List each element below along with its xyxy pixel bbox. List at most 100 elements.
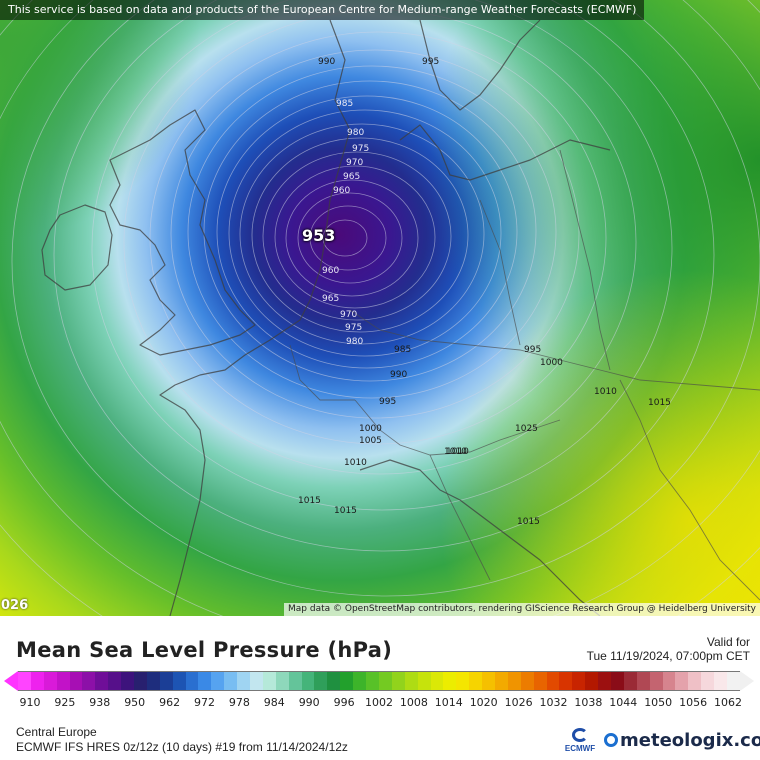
colorbar-tick-label: 984 [263, 696, 285, 709]
isobar-label: 990 [318, 57, 336, 67]
colorbar-swatch [43, 672, 57, 690]
colorbar-swatch [688, 672, 702, 690]
isobar-lines [0, 0, 760, 616]
great-britain-coast [109, 109, 256, 356]
colorbar-tick-label: 990 [298, 696, 320, 709]
isobar-label: 960 [322, 266, 340, 276]
colorbar-swatch [469, 672, 483, 690]
colorbar [18, 671, 740, 691]
meteologix-logo[interactable]: meteologix.com [604, 730, 760, 751]
colorbar-swatch [82, 672, 96, 690]
colorbar-swatch [714, 672, 727, 690]
colorbar-swatch [366, 672, 379, 690]
colorbar-swatch [726, 672, 740, 690]
region-label: Central Europe [16, 725, 97, 739]
colorbar-tick-label: 1050 [644, 696, 673, 709]
isobar-label: 985 [336, 99, 354, 109]
colorbar-tick-label: 1020 [469, 696, 498, 709]
colorbar-swatch [494, 672, 508, 690]
low-pressure-center-label: 953 [302, 226, 336, 245]
colorbar-swatch [675, 672, 689, 690]
isobar [262, 151, 452, 321]
isobar-label: 1000 [540, 358, 563, 368]
isobar-label: 990 [390, 370, 408, 380]
isobar-label: 980 [347, 128, 365, 138]
colorbar-swatch [327, 672, 341, 690]
isobar [203, 80, 537, 382]
colorbar-tick-label: 972 [194, 696, 215, 709]
meteologix-logo-icon [604, 733, 618, 747]
colorbar-swatch [185, 672, 199, 690]
colorbar-tick-label: 996 [333, 696, 355, 709]
osm-attribution: Map data © OpenStreetMap contributors, r… [284, 603, 760, 616]
border [289, 344, 355, 401]
colorbar-swatch [662, 672, 676, 690]
colorbar-min-arrow [4, 671, 18, 691]
isobar-label: 1015 [298, 496, 321, 506]
colorbar-swatch [353, 672, 367, 690]
isobar-label: 1025 [515, 424, 538, 434]
colorbar-max-arrow [740, 671, 754, 691]
colorbar-swatch [211, 672, 225, 690]
isobar-label: 1010 [344, 458, 367, 468]
colorbar-swatch [378, 672, 392, 690]
colorbar-swatch [546, 672, 560, 690]
colorbar-swatch [108, 672, 122, 690]
valid-time: Tue 11/19/2024, 07:00pm CET [586, 649, 750, 663]
country-borders [289, 149, 760, 601]
colorbar-swatch [572, 672, 586, 690]
isobar-label: 1010 [594, 387, 617, 397]
colorbar-tick-label: 910 [19, 696, 41, 709]
ireland-coast [41, 204, 113, 291]
border [429, 454, 491, 581]
colorbar-swatch [69, 672, 83, 690]
isobar [149, 31, 607, 445]
colorbar-tick-label: 1032 [539, 696, 568, 709]
colorbar-swatch [559, 672, 573, 690]
valid-label: Valid for [706, 635, 750, 649]
legend-title: Mean Sea Level Pressure (hPa) [16, 638, 393, 662]
border [354, 399, 561, 456]
isobar [170, 49, 580, 419]
colorbar-swatch [134, 672, 147, 690]
colorbar-swatch [610, 672, 624, 690]
map-corner-value: 026 [1, 598, 29, 613]
colorbar-swatch [314, 672, 328, 690]
colorbar-swatch [146, 672, 160, 690]
border [619, 379, 760, 601]
colorbar-tick-label: 1026 [504, 696, 533, 709]
isobar-label: 1005 [359, 436, 382, 446]
colorbar-swatch [482, 672, 495, 690]
isobar [309, 205, 387, 271]
isobar-label: 1000 [359, 424, 382, 434]
continent-coast [159, 19, 351, 616]
ecmwf-attribution: This service is based on data and produc… [0, 0, 645, 20]
isobar [91, 0, 673, 511]
isobar [322, 219, 368, 257]
colorbar-tick-label: 950 [124, 696, 146, 709]
colorbar-swatch [288, 672, 302, 690]
isobar [285, 179, 419, 297]
colorbar-swatch [649, 672, 663, 690]
colorbar-swatch [301, 672, 315, 690]
ecmwf-logo-mark [572, 728, 588, 742]
isobar [274, 165, 436, 309]
isobar-label: 960 [333, 186, 351, 196]
border [349, 309, 760, 391]
isobar-label: 1010 [444, 447, 467, 457]
colorbar-tick-label: 925 [54, 696, 76, 709]
colorbar-swatch [585, 672, 599, 690]
isobar-label: 965 [322, 294, 340, 304]
isobar-label: 980 [346, 337, 364, 347]
norway-sweden-coast [419, 19, 541, 111]
colorbar-swatch [456, 672, 470, 690]
colorbar-tick-label: 1008 [399, 696, 428, 709]
colorbar-swatch [224, 672, 238, 690]
colorbar-tick-label: 1044 [609, 696, 638, 709]
colorbar-swatch [391, 672, 405, 690]
colorbar-swatch [56, 672, 70, 690]
model-run-label: ECMWF IFS HRES 0z/12z (10 days) #19 from… [16, 740, 348, 754]
isobar [239, 123, 485, 345]
isobar [251, 137, 469, 333]
colorbar-swatch [701, 672, 715, 690]
